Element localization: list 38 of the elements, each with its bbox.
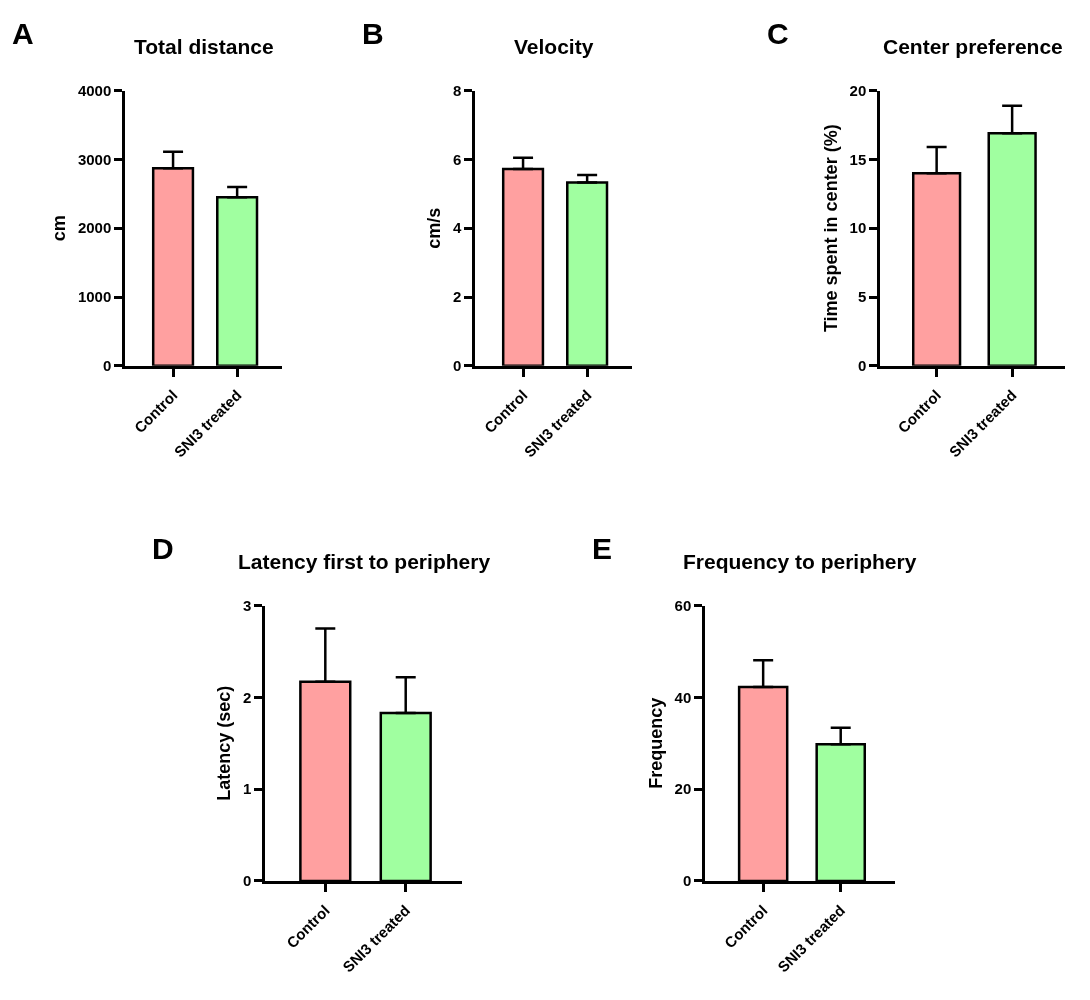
- y-tick-label: 3: [242, 596, 252, 614]
- y-axis-title: Latency (sec): [214, 685, 235, 801]
- chart-title: Latency first to periphery: [238, 550, 491, 573]
- y-tick-label: 0: [682, 872, 692, 890]
- y-tick-label: 20: [674, 780, 692, 798]
- y-tick-label: 3000: [77, 150, 112, 168]
- text: A: [12, 17, 34, 50]
- y-tick-label: 1000: [77, 288, 112, 306]
- y-tick-label: 6: [452, 150, 462, 168]
- y-tick-label: 0: [452, 357, 462, 375]
- y-axis-title: Time spent in center (%): [820, 124, 841, 333]
- y-tick-label: 10: [849, 219, 867, 237]
- y-tick-label: 60: [674, 596, 692, 614]
- y-axis-title: cm: [49, 215, 70, 242]
- y-tick-label: 15: [849, 150, 867, 168]
- y-tick-label: 5: [857, 288, 867, 306]
- text: E: [592, 532, 613, 565]
- y-axis-title: Frequency: [645, 697, 666, 789]
- chart-title: Center preference: [883, 35, 1063, 58]
- text: D: [152, 532, 174, 565]
- y-axis-title: cm/s: [424, 207, 445, 249]
- chart-title: Total distance: [134, 35, 274, 58]
- y-tick-label: 1: [242, 780, 252, 798]
- chart-title: Velocity: [514, 35, 594, 58]
- y-tick-label: 0: [242, 872, 252, 890]
- y-tick-label: 8: [452, 81, 462, 99]
- text: C: [767, 17, 789, 50]
- chart-title: Frequency to periphery: [683, 550, 917, 573]
- y-tick-label: 2000: [77, 219, 112, 237]
- y-tick-label: 0: [102, 357, 112, 375]
- y-tick-label: 2: [452, 288, 462, 306]
- y-tick-label: 2: [242, 688, 252, 706]
- y-tick-label: 4: [452, 219, 462, 237]
- y-tick-label: 20: [849, 81, 867, 99]
- y-tick-label: 0: [857, 357, 867, 375]
- y-tick-label: 40: [674, 688, 692, 706]
- text: B: [362, 17, 384, 50]
- y-tick-label: 4000: [77, 81, 112, 99]
